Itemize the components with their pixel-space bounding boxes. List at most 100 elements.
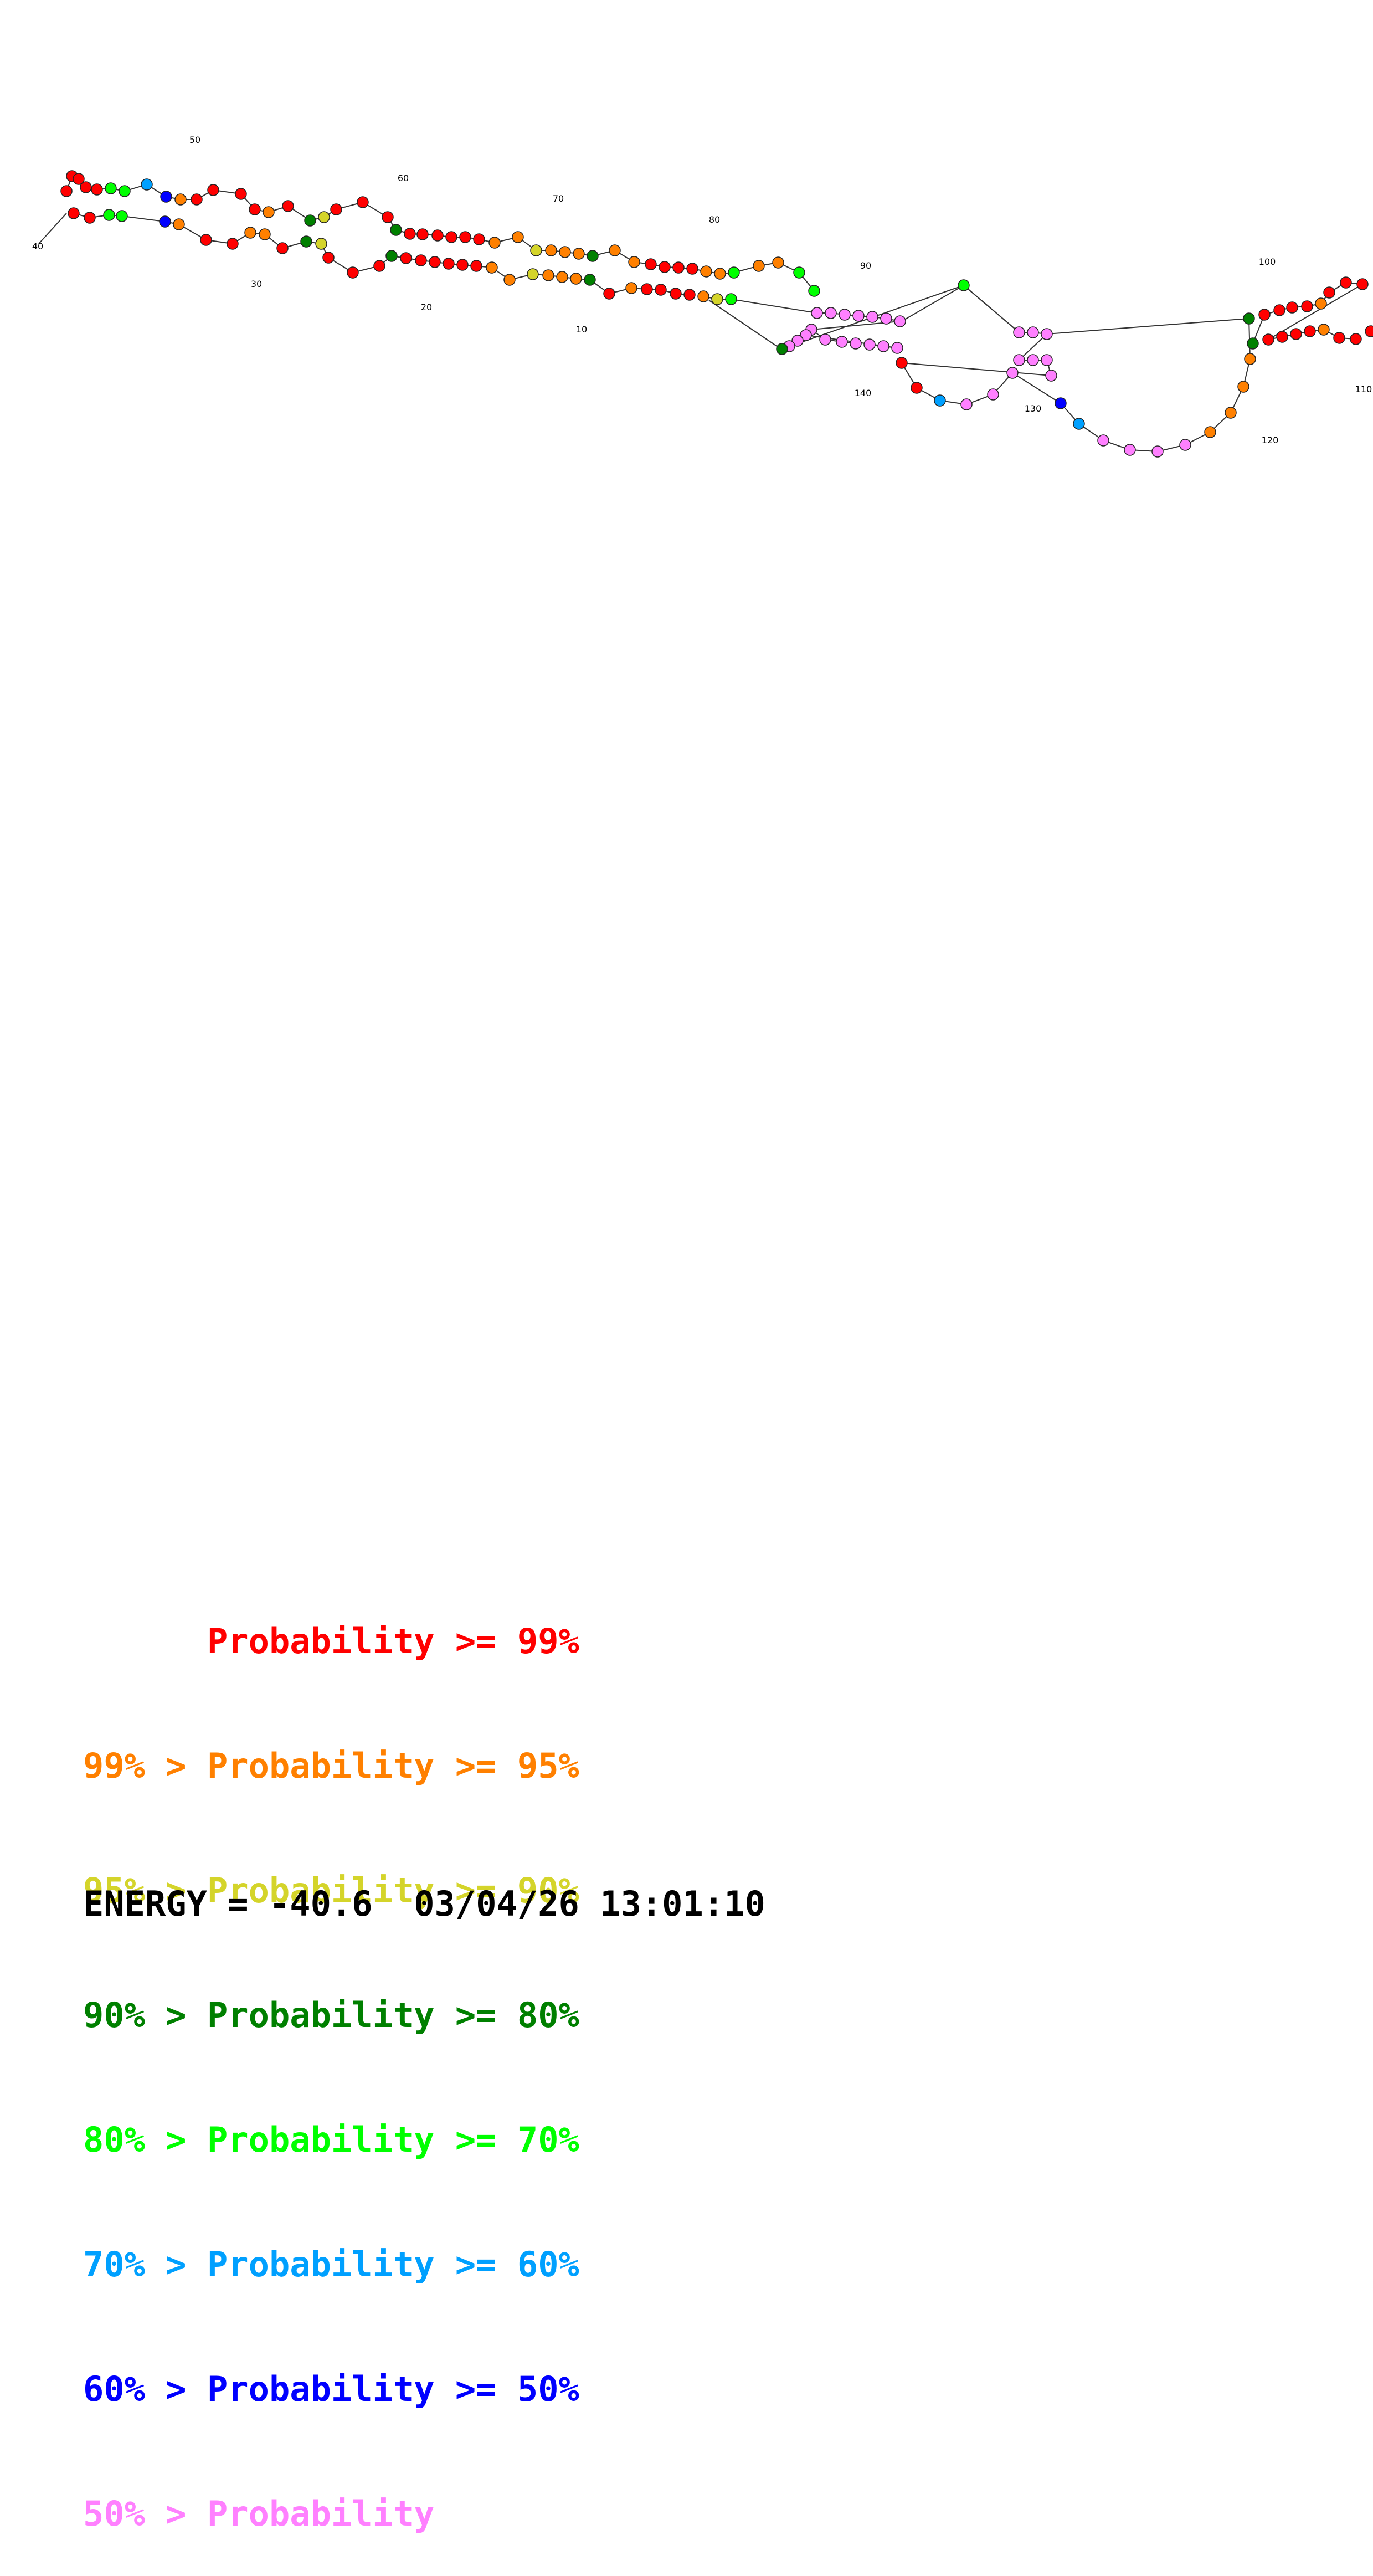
nucleotide-node: [315, 238, 327, 250]
legend-row-lt50: 50% > Probability: [83, 2493, 579, 2534]
nucleotide-node: [235, 188, 247, 200]
nucleotide-node: [791, 335, 804, 347]
nucleotide-node: [570, 273, 582, 285]
nucleotide-node: [1290, 328, 1302, 340]
nucleotide-node: [1045, 370, 1057, 382]
nucleotide-node: [911, 382, 923, 394]
backbone-segment: [963, 285, 1020, 333]
backbone-segment: [708, 300, 781, 350]
nucleotide-node: [207, 184, 219, 196]
legend-prefix: 95% >: [83, 1870, 207, 1911]
legend-row-99: Probability >= 99%: [83, 1620, 579, 1662]
nucleotide-node: [987, 388, 999, 401]
position-label: 90: [860, 260, 871, 271]
nucleotide-node: [573, 248, 585, 260]
nucleotide-node: [527, 268, 539, 280]
nucleotide-node: [60, 185, 73, 197]
nucleotide-node: [545, 244, 557, 256]
nucleotide-node: [91, 183, 103, 196]
nucleotide-node: [559, 246, 571, 258]
nucleotide-node: [1237, 381, 1249, 393]
backbone-segment: [1019, 333, 1047, 361]
nucleotide-node: [697, 290, 709, 302]
legend-text: Probability >= 95%: [207, 1746, 579, 1786]
nucleotide-node: [68, 207, 80, 219]
position-label: 70: [553, 193, 564, 204]
nucleotide-node: [322, 252, 335, 264]
nucleotide-node: [357, 196, 369, 208]
legend-row-60: 70% > Probability >= 60%: [83, 2244, 579, 2285]
nucleotide-node: [584, 274, 596, 286]
nucleotide-node: [772, 256, 784, 269]
nucleotide-node: [850, 337, 862, 350]
nucleotide-node: [1286, 301, 1298, 314]
nucleotide-node: [174, 193, 187, 206]
position-label: 100: [1259, 256, 1276, 267]
nucleotide-node: [282, 200, 294, 212]
nucleotide-node: [227, 238, 239, 250]
backbone-segment: [901, 285, 964, 322]
legend-prefix: 70% >: [83, 2244, 207, 2285]
nucleotide-node: [486, 261, 498, 274]
nucleotide-node: [141, 178, 153, 191]
nucleotide-node: [459, 231, 471, 243]
backbone-segment: [901, 362, 1052, 376]
legend-text: Probability >= 99%: [207, 1621, 579, 1661]
nucleotide-node: [863, 338, 876, 351]
nucleotide-node: [1350, 333, 1362, 345]
nucleotide-node: [866, 311, 878, 323]
nucleotide-node: [1315, 297, 1327, 310]
nucleotide-node: [641, 283, 653, 295]
nucleotide-node: [960, 398, 973, 410]
legend-row-95: 99% > Probability >= 95%: [83, 1745, 579, 1787]
nucleotide-node: [728, 266, 740, 279]
nucleotide-node: [80, 181, 92, 193]
nucleotide-node: [655, 284, 667, 296]
nucleotide-node: [456, 259, 469, 271]
nucleotide-node: [825, 307, 837, 319]
position-label: 130: [1025, 403, 1042, 414]
nucleotide-node: [880, 312, 892, 325]
nucleotide-node: [800, 329, 812, 341]
nucleotide-node: [73, 173, 85, 185]
position-label: 10: [576, 324, 587, 335]
rna-structure-diagram: 10 20 30 40 50 60 70 80 90 100 110 120 130 140: [32, 135, 1373, 458]
nucleotide-node: [443, 258, 455, 270]
nucleotide-node: [587, 250, 599, 262]
nucleotide-node: [1204, 426, 1216, 438]
position-label: 80: [709, 214, 720, 225]
position-label: 120: [1262, 435, 1279, 445]
legend-text: Probability >= 60%: [207, 2244, 579, 2285]
backbone-segment: [731, 299, 817, 314]
nucleotide-node: [1041, 328, 1053, 340]
nucleotide-node: [711, 293, 723, 305]
legend-prefix: 50% >: [83, 2493, 207, 2534]
legend-row-50: 60% > Probability >= 50%: [83, 2368, 579, 2410]
nucleotide-node: [1097, 434, 1109, 447]
nucleotide-node: [1013, 354, 1025, 366]
nucleotide-node: [1258, 309, 1271, 321]
nucleotide-node: [819, 333, 831, 346]
nucleotide-node: [877, 340, 889, 352]
nucleotide-node: [431, 229, 444, 242]
nucleotide-node: [173, 218, 185, 230]
nucleotide-node: [645, 258, 657, 270]
nucleotide-node: [200, 234, 212, 246]
nucleotide-node: [1006, 367, 1019, 379]
legend-text: Probability >= 90%: [207, 1870, 579, 1911]
nucleotide-node: [512, 231, 524, 243]
position-label: 60: [398, 173, 409, 183]
nucleotide-node: [116, 210, 128, 222]
legend-text: Probability: [207, 2493, 435, 2534]
probability-legend: Probability >= 99% 99% > Probability >= …: [83, 1537, 579, 2576]
nucleotide-node: [318, 211, 330, 223]
nucleotide-node: [672, 261, 685, 274]
nucleotide-node: [1301, 300, 1313, 312]
nucleotide-node: [934, 394, 946, 407]
nucleotide-node: [84, 212, 96, 224]
nucleotide-node: [105, 182, 117, 194]
nucleotide-node: [1273, 304, 1285, 316]
backbone-lines: [38, 176, 1363, 452]
legend-prefix: 90% >: [83, 1995, 207, 2035]
nucleotide-node: [119, 185, 131, 197]
